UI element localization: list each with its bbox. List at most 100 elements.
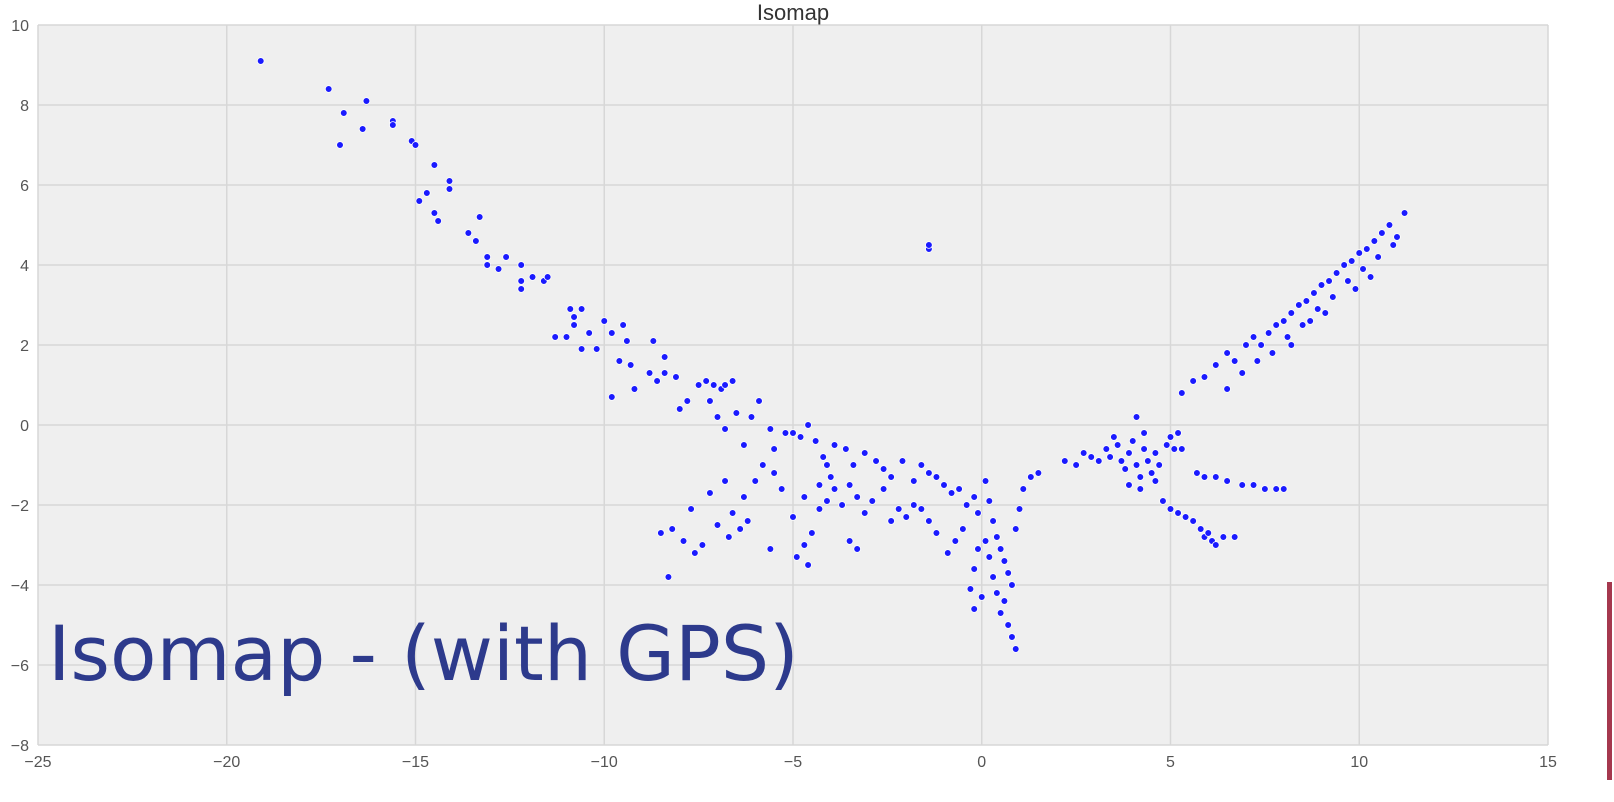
data-point	[1238, 481, 1247, 489]
data-point	[607, 329, 616, 337]
data-point	[1253, 357, 1262, 365]
data-point	[1140, 445, 1148, 453]
data-point	[1087, 453, 1096, 461]
data-point	[1257, 341, 1265, 349]
data-point	[660, 353, 669, 361]
data-point	[585, 329, 593, 337]
data-point	[1147, 469, 1156, 477]
data-point	[1072, 461, 1080, 469]
data-point	[894, 505, 903, 513]
data-point	[1094, 457, 1103, 465]
data-point	[766, 425, 775, 433]
data-point	[1128, 437, 1137, 445]
data-point	[543, 273, 552, 281]
data-point	[1374, 253, 1382, 261]
data-point	[925, 469, 933, 477]
data-point	[917, 461, 926, 469]
data-point	[472, 237, 480, 245]
data-point	[660, 369, 669, 377]
data-point	[679, 537, 688, 545]
data-point	[1061, 457, 1069, 465]
data-point	[823, 461, 831, 469]
data-point	[947, 489, 956, 497]
data-point	[1019, 485, 1028, 493]
data-point	[736, 525, 744, 533]
data-point	[766, 545, 775, 553]
data-point	[339, 109, 348, 117]
data-point	[626, 361, 635, 369]
data-point	[789, 429, 797, 437]
data-point	[1385, 221, 1394, 229]
data-point	[570, 313, 578, 321]
data-point	[989, 517, 997, 525]
data-point	[925, 517, 933, 525]
data-point	[1370, 237, 1379, 245]
data-point	[830, 485, 839, 493]
data-point	[815, 481, 824, 489]
data-point	[849, 461, 858, 469]
data-point	[653, 377, 661, 385]
data-point	[1302, 297, 1311, 305]
data-point	[434, 217, 442, 225]
x-tick-label: −25	[24, 754, 51, 771]
data-point	[1121, 465, 1129, 473]
data-point	[517, 261, 525, 269]
y-tick-label: 6	[20, 178, 29, 195]
data-point	[1200, 373, 1209, 381]
data-point	[1136, 485, 1145, 493]
data-point	[800, 493, 809, 501]
data-point	[1261, 485, 1269, 493]
data-point	[494, 265, 503, 273]
data-point	[811, 437, 820, 445]
data-point	[1189, 517, 1197, 525]
y-tick-label: −8	[11, 738, 29, 755]
data-point	[1359, 265, 1367, 273]
data-point	[804, 421, 812, 429]
data-point	[1230, 357, 1239, 365]
data-point	[600, 317, 609, 325]
data-point	[1004, 569, 1012, 577]
data-point	[1174, 429, 1182, 437]
data-point	[706, 489, 714, 497]
y-tick-label: 8	[20, 98, 29, 115]
data-point	[853, 545, 861, 553]
x-tick-label: −15	[402, 754, 429, 771]
data-point	[725, 533, 733, 541]
data-point	[1223, 385, 1231, 393]
y-tick-label: 10	[11, 18, 29, 35]
data-point	[1166, 505, 1175, 513]
data-point	[860, 449, 869, 457]
data-point	[1011, 645, 1020, 653]
data-point	[981, 477, 990, 485]
data-point	[1113, 441, 1122, 449]
data-point	[562, 333, 571, 341]
data-point	[1079, 449, 1088, 457]
data-point	[1015, 505, 1024, 513]
data-point	[1144, 457, 1152, 465]
data-point	[781, 429, 790, 437]
data-point	[517, 277, 525, 285]
x-tick-label: −5	[784, 754, 802, 771]
data-point	[815, 505, 824, 513]
data-point	[1117, 457, 1126, 465]
data-point	[1242, 341, 1250, 349]
data-point	[445, 185, 454, 193]
data-point	[256, 57, 265, 65]
data-point	[792, 553, 801, 561]
data-point	[668, 525, 676, 533]
x-tick-label: 0	[977, 754, 986, 771]
data-point	[445, 177, 454, 185]
data-point	[1295, 301, 1303, 309]
data-point	[1204, 529, 1213, 537]
x-tick-label: −20	[213, 754, 240, 771]
data-point	[1279, 485, 1288, 493]
data-point	[1310, 289, 1318, 297]
data-point	[932, 529, 941, 537]
data-point	[842, 445, 850, 453]
data-point	[951, 537, 960, 545]
data-point	[974, 509, 982, 517]
x-tick-labels: −25 −20 −15 −10 −5 0 5 10 15	[24, 754, 1557, 771]
data-point	[483, 261, 492, 269]
data-point	[879, 465, 888, 473]
